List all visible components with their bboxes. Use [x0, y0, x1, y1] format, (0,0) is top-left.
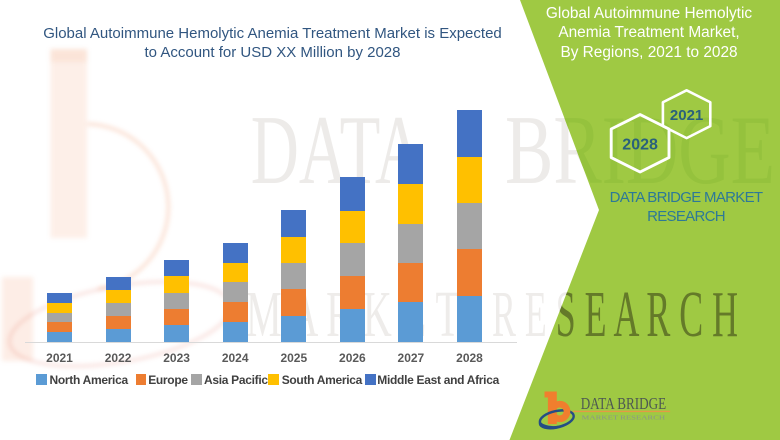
svg-text:DATA: DATA — [251, 95, 423, 205]
svg-text:DATA BRIDGE: DATA BRIDGE — [581, 394, 667, 413]
svg-text:2028: 2028 — [622, 137, 658, 154]
svg-text:2021: 2021 — [670, 107, 703, 124]
svg-text:MARKET RESEARCH: MARKET RESEARCH — [582, 414, 666, 421]
